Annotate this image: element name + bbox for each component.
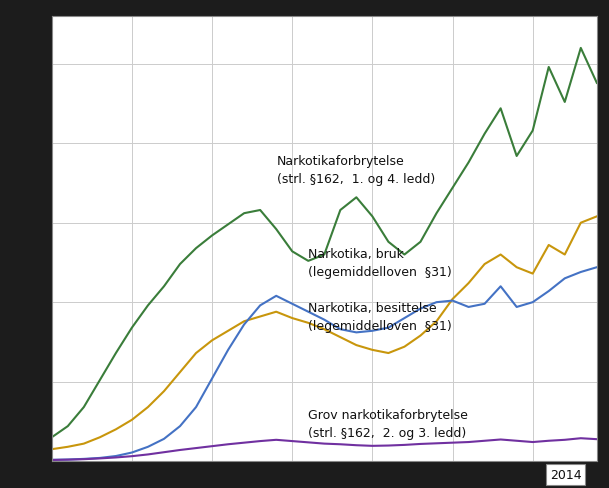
Text: Narkotikaforbrytelse
(strl. §162,  1. og 4. ledd): Narkotikaforbrytelse (strl. §162, 1. og … bbox=[277, 155, 435, 185]
Text: Narkotika, besittelse
(legemiddelloven  §31): Narkotika, besittelse (legemiddelloven §… bbox=[308, 301, 451, 332]
Text: Grov narkotikaforbrytelse
(strl. §162,  2. og 3. ledd): Grov narkotikaforbrytelse (strl. §162, 2… bbox=[308, 408, 468, 439]
Text: Narkotika, bruk
(legemiddelloven  §31): Narkotika, bruk (legemiddelloven §31) bbox=[308, 247, 451, 278]
Text: 2014: 2014 bbox=[550, 468, 582, 481]
